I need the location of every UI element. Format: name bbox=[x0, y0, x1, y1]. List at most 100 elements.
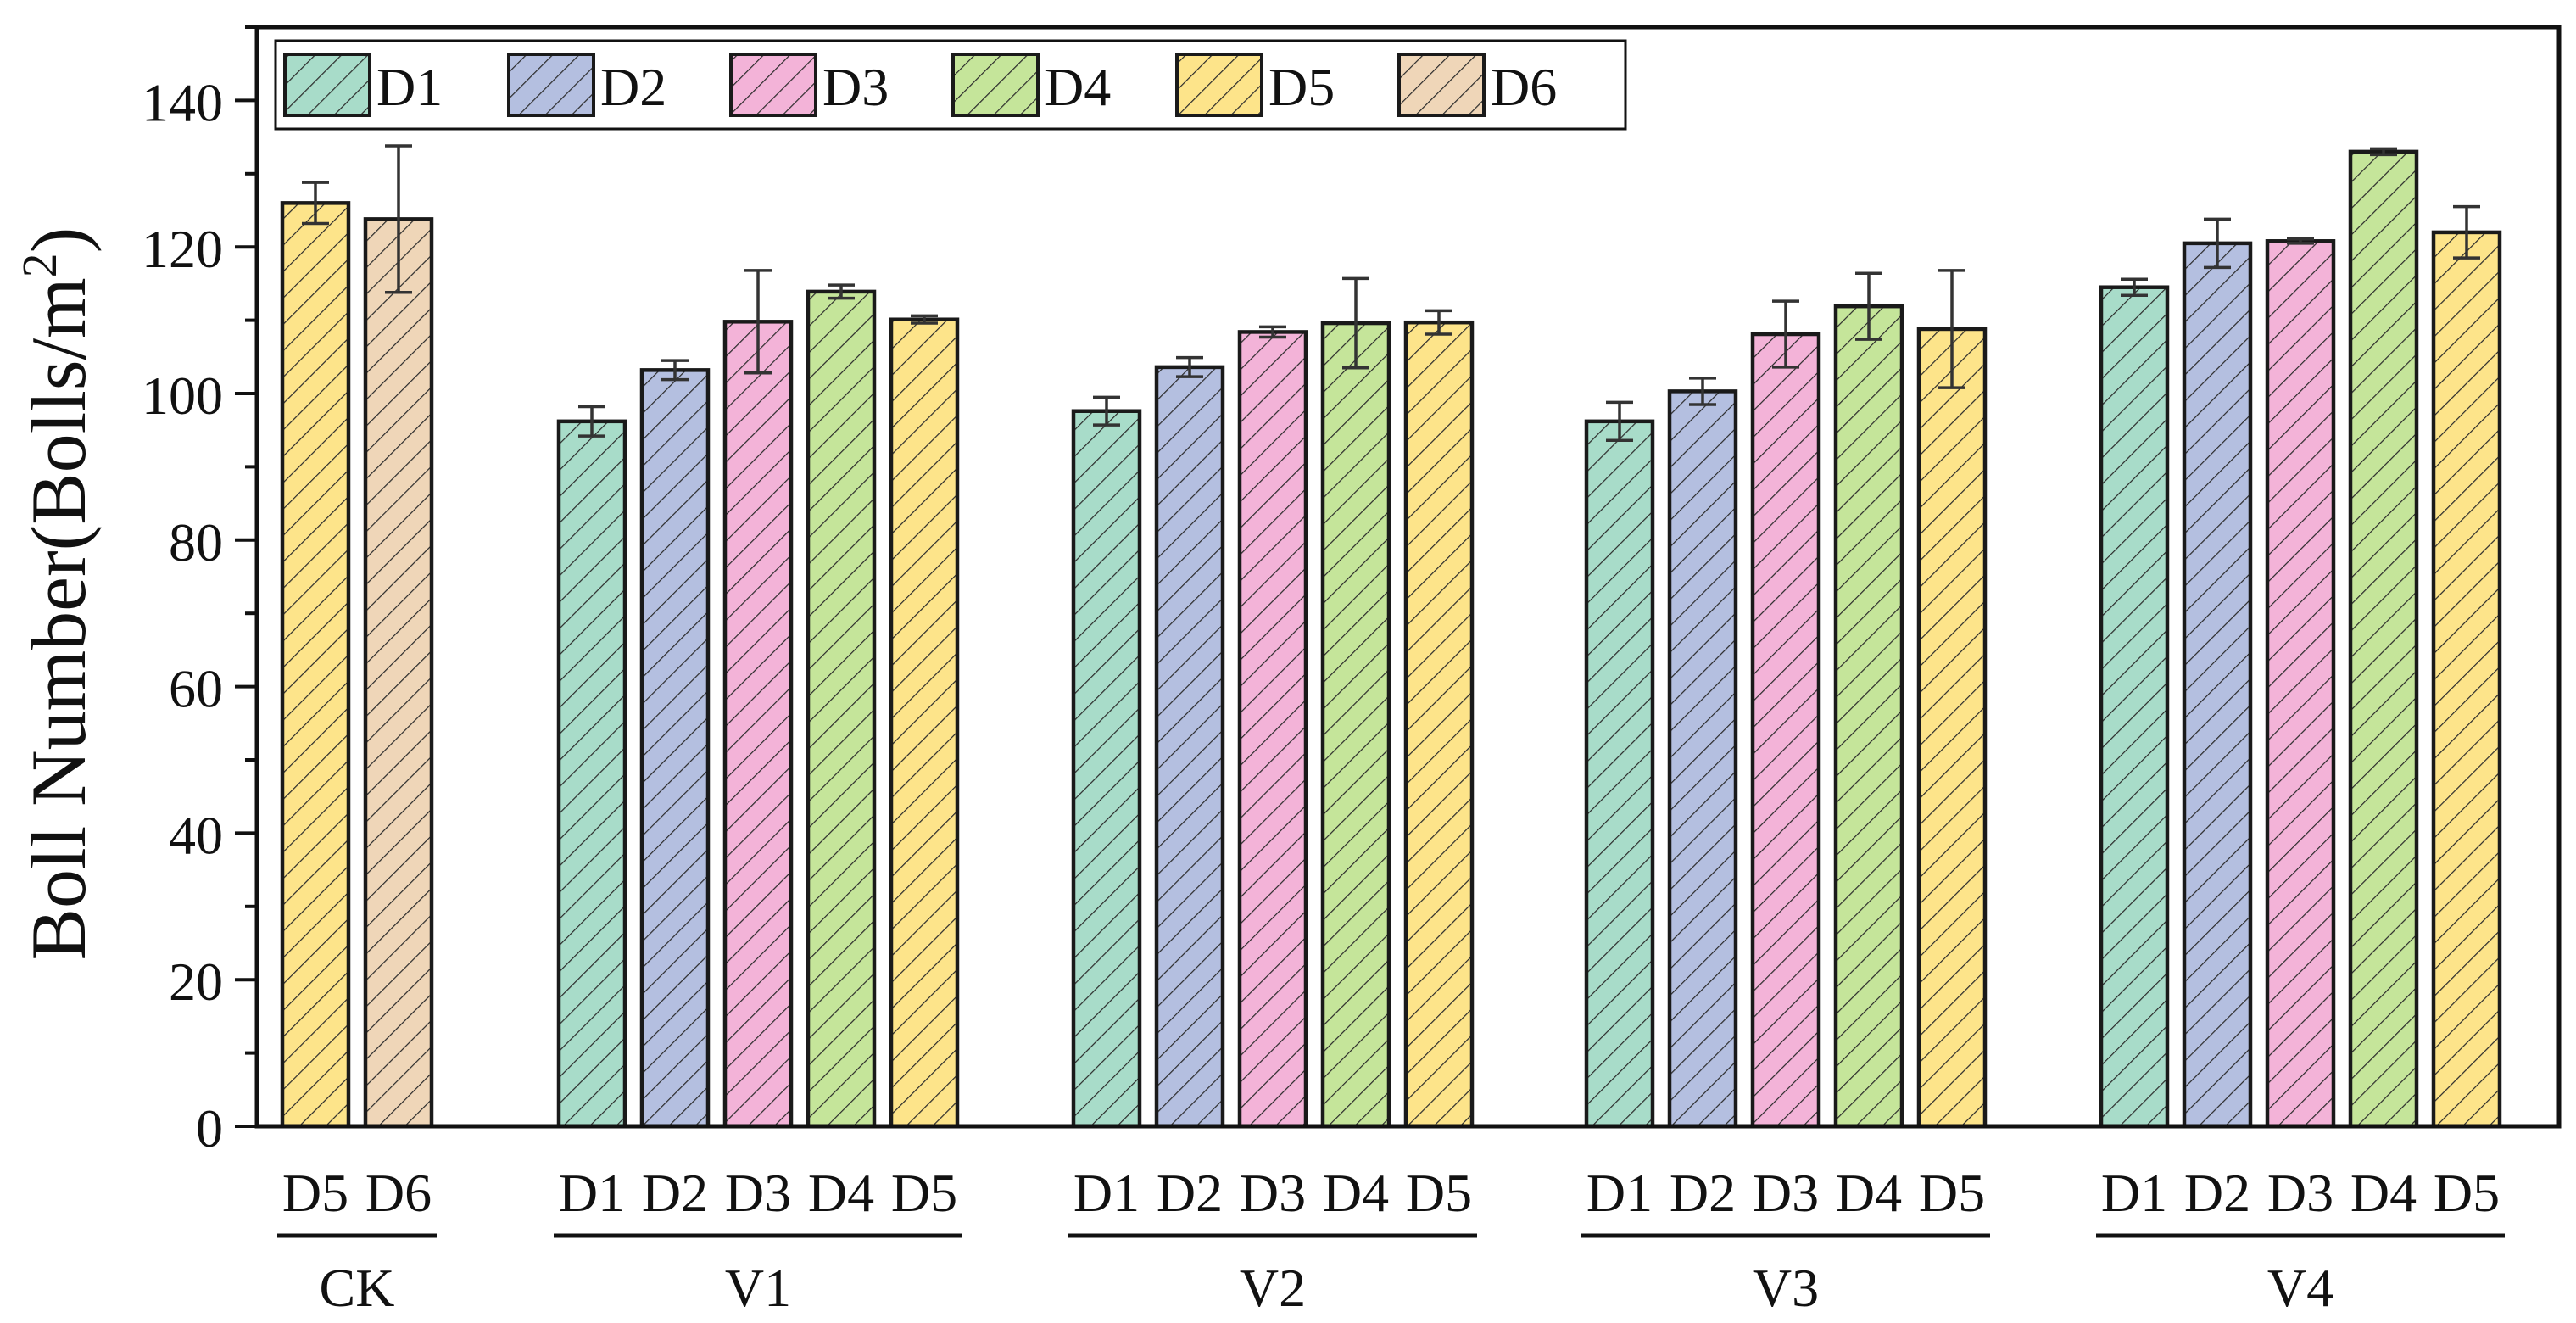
plot-frame bbox=[254, 25, 2562, 1129]
y-tick-label: 100 bbox=[142, 366, 223, 426]
y-axis-title-main: Boll Number(Bolls/m bbox=[15, 277, 102, 960]
x-tick-label: D4 bbox=[2350, 1163, 2417, 1223]
x-tick-label: D3 bbox=[1240, 1163, 1306, 1223]
legend-item-D5: D5 bbox=[1175, 53, 1335, 117]
bar-V4-D1 bbox=[2099, 285, 2170, 1129]
bars bbox=[280, 149, 2502, 1129]
group-label: V1 bbox=[725, 1258, 791, 1318]
error-bar-V4-D3 bbox=[2287, 237, 2314, 245]
y-tick-label: 60 bbox=[169, 659, 223, 719]
legend-swatch bbox=[951, 53, 1040, 117]
bar-CK-D6 bbox=[363, 217, 434, 1129]
legend-swatch bbox=[1397, 53, 1486, 117]
legend-item-D1: D1 bbox=[283, 53, 443, 117]
error-bar-V2-D1 bbox=[1093, 395, 1120, 427]
error-bar-V2-D2 bbox=[1176, 355, 1203, 378]
error-bar-V1-D5 bbox=[911, 314, 938, 325]
error-bars bbox=[302, 144, 2480, 443]
error-bar-V3-D1 bbox=[1606, 400, 1633, 443]
error-bar-V3-D5 bbox=[1938, 269, 1965, 389]
error-bar-V1-D3 bbox=[744, 269, 772, 375]
legend-swatch bbox=[729, 53, 817, 117]
bar-V1-D5 bbox=[889, 317, 960, 1129]
group-label: V2 bbox=[1240, 1258, 1306, 1318]
error-bar-V1-D2 bbox=[661, 359, 689, 382]
bar-V3-D4 bbox=[1833, 304, 1904, 1129]
error-bar-V3-D2 bbox=[1689, 377, 1716, 406]
bar-V2-D4 bbox=[1320, 321, 1391, 1129]
x-tick-label: D4 bbox=[1323, 1163, 1389, 1223]
legend-label: D5 bbox=[1268, 57, 1335, 117]
y-tick-label: 140 bbox=[142, 72, 223, 132]
legend-item-D3: D3 bbox=[729, 53, 889, 117]
x-axis-labels: D5 D6 CK D1 D2 D3 D4 D5 V1 D1 D2 D3 D4 D5 V2 D1 D2 D3 D4 D5… bbox=[277, 1163, 2505, 1318]
x-tick-label: D5 bbox=[1919, 1163, 1985, 1223]
legend-swatch bbox=[283, 53, 371, 117]
bar-V2-D2 bbox=[1154, 365, 1225, 1129]
x-tick-label: D4 bbox=[808, 1163, 874, 1223]
x-tick-label: D3 bbox=[1753, 1163, 1819, 1223]
y-axis-title-close: ) bbox=[15, 227, 102, 254]
x-tick-label: D3 bbox=[2267, 1163, 2333, 1223]
legend-item-D2: D2 bbox=[507, 53, 666, 117]
x-tick-label: D2 bbox=[1670, 1163, 1736, 1223]
legend-label: D3 bbox=[822, 57, 889, 117]
x-tick-label: D6 bbox=[365, 1163, 432, 1223]
error-bar-V2-D3 bbox=[1259, 325, 1286, 339]
legend: D1 D2 D3 D4 D5 D6 bbox=[274, 39, 1627, 131]
bar-CK-D5 bbox=[280, 201, 351, 1129]
y-axis-title: Boll Number(Bolls/m2) bbox=[12, 227, 102, 961]
y-tick-label: 80 bbox=[169, 512, 223, 572]
error-bar-V4-D2 bbox=[2204, 217, 2231, 270]
y-tick-label: 20 bbox=[169, 952, 223, 1012]
error-bar-V3-D3 bbox=[1772, 299, 1799, 369]
bar-V1-D3 bbox=[722, 320, 794, 1129]
legend-swatch bbox=[1175, 53, 1263, 117]
legend-label: D6 bbox=[1491, 57, 1557, 117]
x-tick-label: D5 bbox=[2434, 1163, 2500, 1223]
group-label: CK bbox=[320, 1258, 395, 1318]
y-tick-label: 40 bbox=[169, 805, 223, 865]
group-label: V3 bbox=[1753, 1258, 1819, 1318]
error-bar-V1-D4 bbox=[828, 283, 855, 300]
x-tick-label: D3 bbox=[725, 1163, 791, 1223]
y-tick-label: 0 bbox=[196, 1098, 223, 1158]
error-bar-V4-D5 bbox=[2453, 204, 2480, 260]
legend-item-D4: D4 bbox=[951, 53, 1111, 117]
group-label: V4 bbox=[2267, 1258, 2333, 1318]
y-axis: 0 20 40 60 80 100 120 140 bbox=[142, 25, 257, 1158]
x-tick-label: D1 bbox=[559, 1163, 625, 1223]
x-tick-label: D2 bbox=[642, 1163, 708, 1223]
bar-V4-D2 bbox=[2182, 241, 2253, 1129]
error-bar-CK-D5 bbox=[302, 181, 329, 226]
x-tick-label: D1 bbox=[1586, 1163, 1653, 1223]
x-tick-label: D1 bbox=[2101, 1163, 2167, 1223]
bar-V3-D2 bbox=[1667, 389, 1738, 1129]
x-tick-label: D5 bbox=[1406, 1163, 1472, 1223]
bar-V3-D3 bbox=[1750, 332, 1821, 1129]
bar-V1-D4 bbox=[806, 289, 877, 1129]
legend-swatch bbox=[507, 53, 595, 117]
legend-label: D2 bbox=[600, 57, 666, 117]
legend-label: D4 bbox=[1045, 57, 1111, 117]
bar-V3-D5 bbox=[1916, 327, 1988, 1129]
y-tick-label: 120 bbox=[142, 219, 223, 279]
bar-V1-D2 bbox=[639, 368, 711, 1129]
bar-V1-D1 bbox=[556, 419, 627, 1129]
error-bar-V1-D1 bbox=[578, 405, 605, 438]
legend-label: D1 bbox=[376, 57, 443, 117]
x-tick-label: D5 bbox=[282, 1163, 348, 1223]
bar-V4-D3 bbox=[2265, 239, 2336, 1129]
error-bar-V3-D4 bbox=[1855, 271, 1882, 341]
bar-V2-D5 bbox=[1403, 320, 1475, 1129]
x-tick-label: D4 bbox=[1836, 1163, 1902, 1223]
x-tick-label: D5 bbox=[891, 1163, 957, 1223]
error-bar-V4-D4 bbox=[2370, 147, 2397, 157]
bar-V2-D1 bbox=[1071, 409, 1142, 1129]
bar-V3-D1 bbox=[1584, 419, 1655, 1129]
x-tick-label: D2 bbox=[2184, 1163, 2250, 1223]
x-tick-label: D2 bbox=[1157, 1163, 1223, 1223]
bar-V2-D3 bbox=[1237, 330, 1308, 1129]
error-bar-V2-D4 bbox=[1342, 276, 1369, 370]
error-bar-V4-D1 bbox=[2121, 277, 2148, 297]
